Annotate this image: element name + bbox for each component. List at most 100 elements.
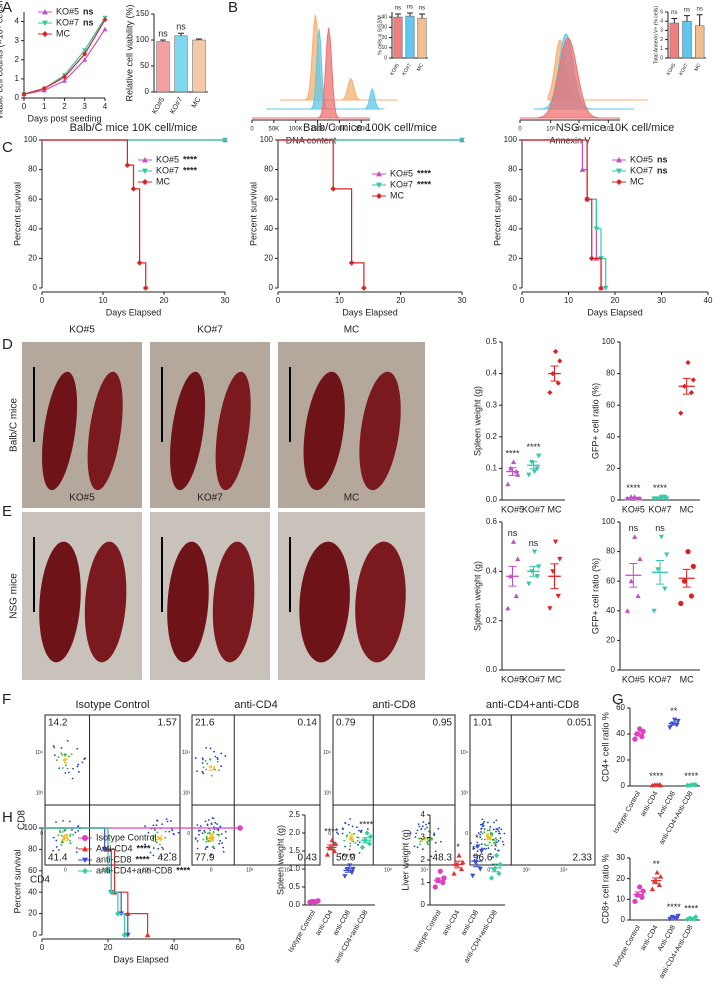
- flow-dot: [60, 752, 63, 755]
- annotation: ns: [671, 10, 677, 16]
- flow-dot: [221, 842, 224, 845]
- y-tick-label: 80: [606, 547, 615, 556]
- legend-marker: [82, 835, 88, 841]
- x-tick-label: 10: [99, 296, 108, 305]
- flow-dot: [357, 843, 359, 846]
- quadrant-value: 0.051: [567, 718, 592, 729]
- flow-dot: [66, 837, 69, 840]
- flow-dot: [196, 770, 198, 773]
- x-tick-label: KO#7: [678, 62, 690, 76]
- flow-dot: [60, 834, 63, 837]
- flow-dot: [201, 832, 204, 835]
- flow-dot: [476, 850, 479, 852]
- spleen: [299, 541, 350, 663]
- flow-dot: [166, 820, 169, 823]
- annotation: ns: [176, 22, 186, 32]
- flow-dot: [358, 829, 360, 832]
- y-tick-label: 0.6: [486, 517, 498, 526]
- x-tick-label: 0: [520, 296, 525, 305]
- annotation: **: [670, 706, 678, 716]
- flow-dot: [425, 823, 427, 826]
- flow-dot: [349, 842, 352, 845]
- flow-dot: [489, 825, 492, 828]
- x-tick-label: 20: [396, 296, 405, 305]
- flow-dot: [76, 747, 79, 750]
- y-axis-label: Relative cell viability (%): [124, 4, 134, 101]
- flow-dot: [60, 747, 63, 749]
- flow-dot: [144, 843, 146, 846]
- flow-y-tick: 10⁴: [323, 750, 331, 756]
- histogram-curve: [252, 27, 370, 119]
- point: [654, 869, 660, 875]
- point: [108, 889, 115, 895]
- flow-dot: [208, 765, 211, 768]
- panel-label: C: [2, 139, 13, 156]
- y-axis-label: Spleen weight (g): [275, 825, 285, 895]
- flow-dot: [156, 831, 159, 834]
- flow-dot: [159, 843, 161, 846]
- legend-marker: [142, 168, 148, 174]
- y-tick-label: 0.0: [486, 665, 498, 674]
- point: [62, 78, 67, 83]
- x-tick-label: 0: [518, 127, 522, 133]
- flow-dot: [212, 840, 215, 842]
- flow-dot: [213, 750, 215, 753]
- y-tick-label: 40: [606, 606, 615, 615]
- flow-dot: [199, 825, 202, 828]
- spleen: [87, 371, 123, 491]
- legend-label: anti-CD4+anti-CD8: [96, 865, 172, 875]
- flow-dot: [208, 837, 211, 840]
- point: [121, 932, 128, 938]
- point: [324, 852, 330, 857]
- y-axis-label: Liver weight (g): [400, 829, 410, 891]
- flow-dot: [350, 833, 353, 836]
- y-tick-label: 0.0: [486, 495, 498, 504]
- point: [478, 848, 485, 854]
- sem-bar: [508, 467, 517, 476]
- flow-dot: [488, 829, 491, 832]
- quadrant-value: 0.79: [336, 718, 356, 729]
- point: [526, 472, 532, 478]
- flow-dot: [204, 820, 207, 823]
- sem-bar: [629, 496, 638, 499]
- point: [82, 57, 88, 62]
- column-label: KO#5: [69, 325, 95, 336]
- point: [632, 736, 638, 742]
- flow-dot: [58, 767, 61, 770]
- y-tick-label: 2: [15, 55, 20, 64]
- flow-dot: [437, 827, 440, 830]
- y-tick-label: 1.5: [289, 846, 301, 855]
- flow-dot: [169, 852, 172, 855]
- flow-dot: [64, 764, 67, 767]
- legend-stat: ns: [657, 154, 668, 164]
- flow-dot: [483, 831, 486, 834]
- annotation: ****: [649, 771, 664, 781]
- legend-label: anti-CD8: [96, 854, 132, 864]
- point: [331, 848, 337, 854]
- flow-dot: [495, 830, 497, 833]
- legend-label: Isotype Control: [96, 832, 157, 842]
- y-axis-label: Spleen weight (g): [472, 386, 482, 456]
- x-tick-label: 10⁵: [604, 126, 614, 133]
- flow-dot: [343, 839, 346, 842]
- flow-dot: [210, 822, 213, 825]
- quadrant-value: 1.57: [158, 718, 178, 729]
- x-tick-label: anti-CD4+Anti-CD8: [658, 790, 694, 846]
- histogram-curve: [520, 37, 620, 119]
- column-label: KO#5: [69, 493, 95, 504]
- flow-dot: [497, 839, 500, 842]
- y-tick-label: 30: [381, 25, 387, 31]
- legend-marker: [42, 20, 48, 26]
- point: [678, 410, 684, 416]
- flow-dot: [427, 822, 430, 825]
- x-tick-label: KO#5: [666, 62, 678, 76]
- y-tick-label: 20: [508, 254, 517, 263]
- x-tick-label: 100K: [289, 127, 303, 133]
- flow-dot: [483, 838, 486, 841]
- point: [552, 348, 559, 355]
- x-tick-label: 0: [250, 127, 254, 133]
- column-label: MC: [344, 325, 360, 336]
- legend-label: KO#7: [156, 165, 179, 175]
- y-tick-label: 60: [616, 703, 625, 712]
- flow-dot: [337, 833, 340, 835]
